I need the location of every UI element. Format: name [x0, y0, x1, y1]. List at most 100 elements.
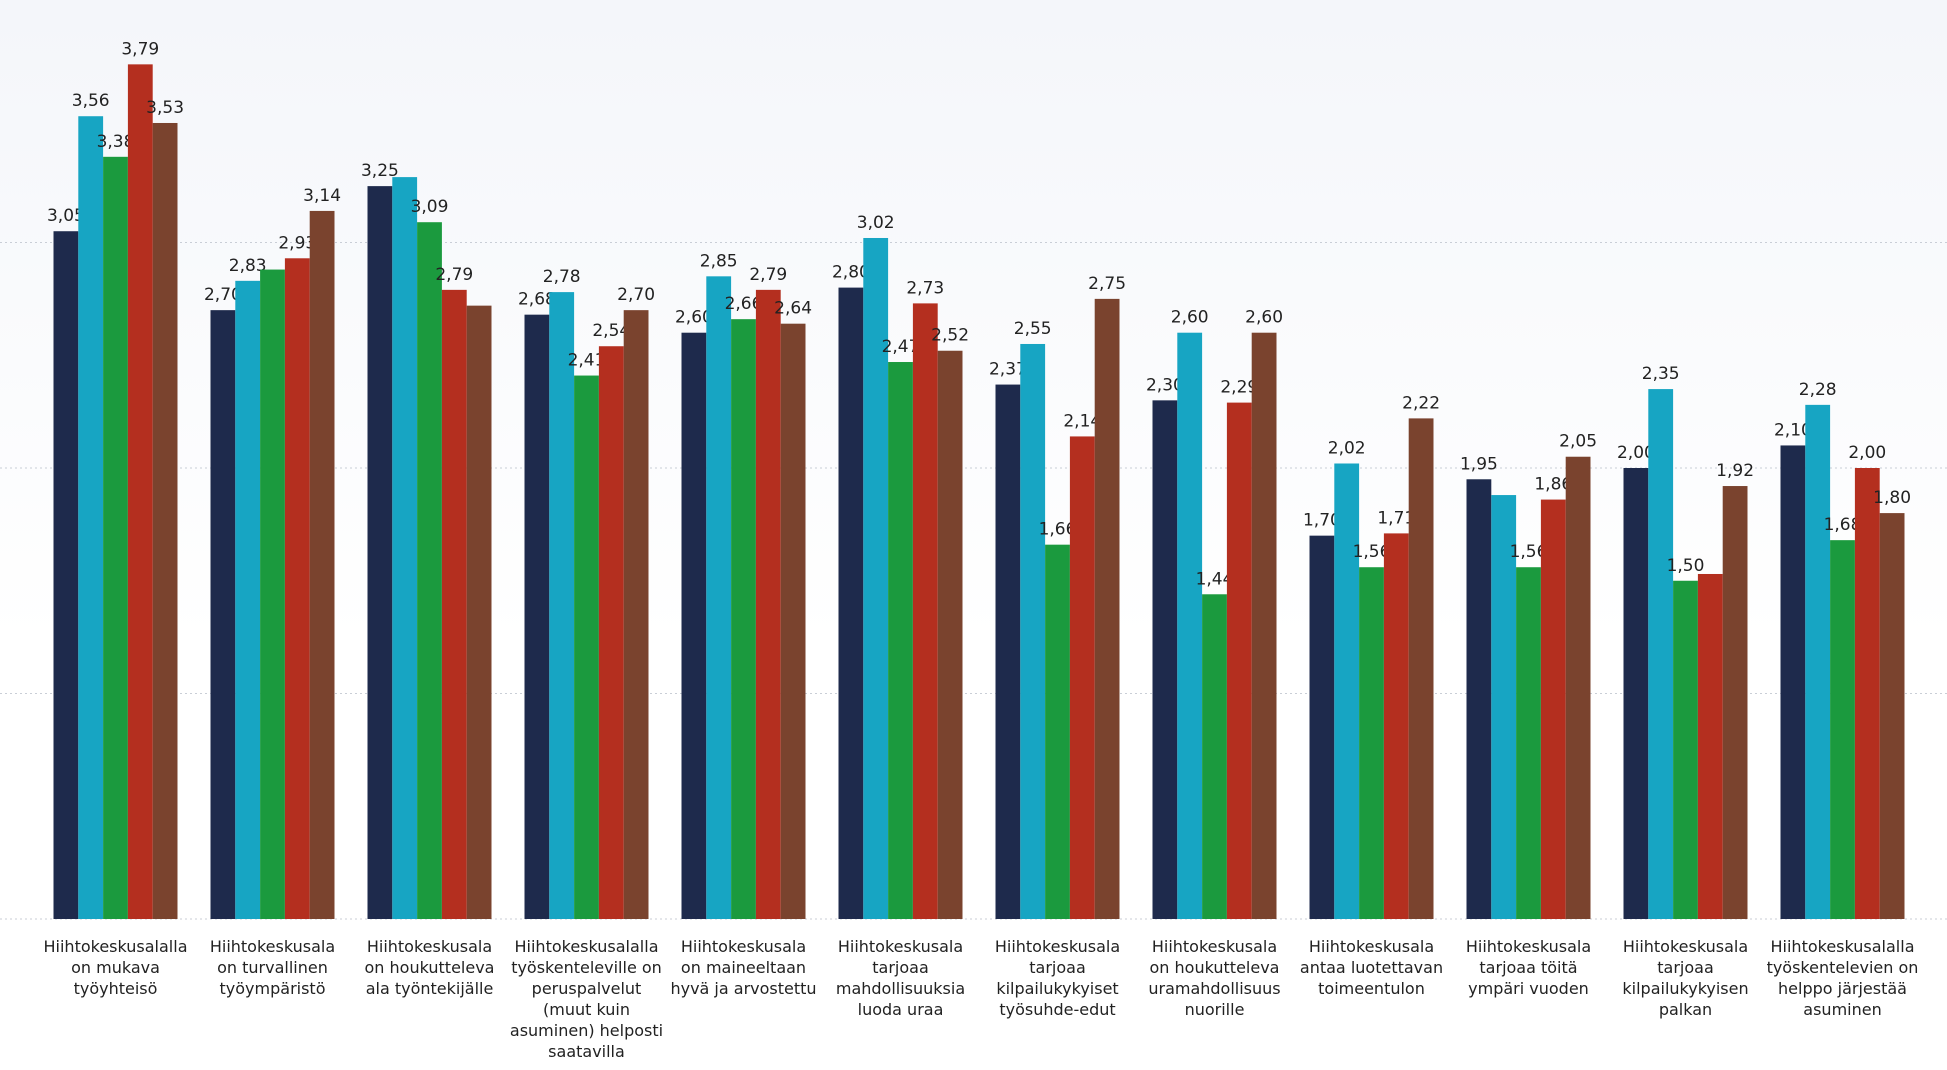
bar: [1153, 400, 1178, 919]
value-label: 3,02: [857, 213, 895, 233]
bar: [78, 116, 103, 919]
value-label: 2,70: [617, 285, 655, 305]
bar: [1723, 486, 1748, 919]
value-label: 2,85: [700, 251, 738, 271]
bar: [525, 315, 550, 919]
bar: [599, 346, 624, 919]
value-label: 1,92: [1716, 461, 1754, 481]
bar: [467, 306, 492, 919]
bar: [54, 231, 79, 919]
bar: [756, 290, 781, 919]
x-tick-label: Hiihtokeskusala antaa luotettavan toimee…: [1292, 936, 1452, 999]
value-label: 2,52: [931, 326, 969, 346]
bar: [1830, 540, 1855, 919]
bar: [1177, 333, 1202, 919]
value-label: 3,53: [146, 98, 184, 118]
bar: [285, 258, 310, 919]
value-label: 2,55: [1014, 319, 1052, 339]
bar: [938, 351, 963, 919]
bar: [1541, 500, 1566, 919]
bar: [260, 270, 285, 919]
bar: [1673, 581, 1698, 919]
value-label: 2,60: [1245, 308, 1283, 328]
bar: [1070, 436, 1095, 919]
bar: [442, 290, 467, 919]
bar: [1045, 545, 1070, 919]
value-label: 2,78: [543, 267, 581, 287]
bar: [1310, 536, 1335, 919]
value-label: 3,14: [303, 186, 341, 206]
bar: [1384, 533, 1409, 919]
x-tick-label: Hiihtokeskusala on houkutteleva ala työn…: [350, 936, 510, 999]
bar: [1334, 463, 1359, 919]
value-label: 1,80: [1873, 488, 1911, 508]
bar: [1880, 513, 1905, 919]
bar: [368, 186, 393, 919]
value-label: 2,79: [749, 265, 787, 285]
value-label: 2,22: [1402, 393, 1440, 413]
x-tick-label: Hiihtokeskusalalla työskentelevien on he…: [1763, 936, 1923, 1020]
bar: [417, 222, 442, 919]
x-tick-label: Hiihtokeskusala tarjoaa mahdollisuuksia …: [821, 936, 981, 1020]
bar: [392, 177, 417, 919]
bar: [996, 385, 1021, 919]
bar: [839, 288, 864, 919]
bar: [1781, 445, 1806, 919]
bar: [574, 376, 599, 919]
value-label: 2,00: [1848, 443, 1886, 463]
value-label: 1,95: [1460, 454, 1498, 474]
bar: [706, 276, 731, 919]
bar: [1566, 457, 1591, 919]
bar: [235, 281, 260, 919]
bar: [549, 292, 574, 919]
value-label: 2,05: [1559, 432, 1597, 452]
chart: 3,053,563,383,793,532,702,832,933,143,25…: [0, 0, 1947, 1070]
bar: [1252, 333, 1277, 919]
x-tick-label: Hiihtokeskusala on turvallinen työympäri…: [193, 936, 353, 999]
value-label: 1,50: [1667, 556, 1705, 576]
x-tick-label: Hiihtokeskusala tarjoaa kilpailukykyiset…: [978, 936, 1138, 1020]
value-label: 2,79: [435, 265, 473, 285]
x-tick-label: Hiihtokeskusalalla on mukava työyhteisö: [36, 936, 196, 999]
value-label: 3,09: [411, 197, 449, 217]
bar: [682, 333, 707, 919]
value-label: 2,64: [774, 299, 812, 319]
bar: [1516, 567, 1541, 919]
value-label: 2,60: [1171, 308, 1209, 328]
bar: [103, 157, 128, 919]
value-label: 3,79: [121, 39, 159, 59]
x-tick-label: Hiihtokeskusalalla työskenteleville on p…: [507, 936, 667, 1062]
value-label: 2,75: [1088, 274, 1126, 294]
bar: [1698, 574, 1723, 919]
x-tick-label: Hiihtokeskusala on maineeltaan hyvä ja a…: [664, 936, 824, 999]
bar: [1467, 479, 1492, 919]
bar: [310, 211, 335, 919]
bar: [211, 310, 236, 919]
bar: [153, 123, 178, 919]
bar: [1855, 468, 1880, 919]
value-label: 3,56: [72, 91, 110, 111]
bar: [1805, 405, 1830, 919]
chart-page: 3,053,563,383,793,532,702,832,933,143,25…: [0, 0, 1947, 1070]
bar: [731, 319, 756, 919]
bar: [1648, 389, 1673, 919]
bar: [1020, 344, 1045, 919]
bar: [781, 324, 806, 919]
x-tick-label: Hiihtokeskusala tarjoaa töitä ympäri vuo…: [1449, 936, 1609, 999]
bar: [1202, 594, 1227, 919]
bar: [1409, 418, 1434, 919]
bar: [913, 303, 938, 919]
value-label: 2,02: [1328, 438, 1366, 458]
value-label: 2,28: [1799, 380, 1837, 400]
bar: [128, 64, 153, 919]
bar: [1227, 403, 1252, 919]
x-tick-label: Hiihtokeskusala tarjoaa kilpailukykyisen…: [1606, 936, 1766, 1020]
bar: [1624, 468, 1649, 919]
bar: [888, 362, 913, 919]
value-label: 2,73: [906, 278, 944, 298]
bar: [1359, 567, 1384, 919]
bar: [1095, 299, 1120, 919]
value-label: 2,35: [1642, 364, 1680, 384]
x-tick-label: Hiihtokeskusala on houkutteleva uramahdo…: [1135, 936, 1295, 1020]
bar: [624, 310, 649, 919]
